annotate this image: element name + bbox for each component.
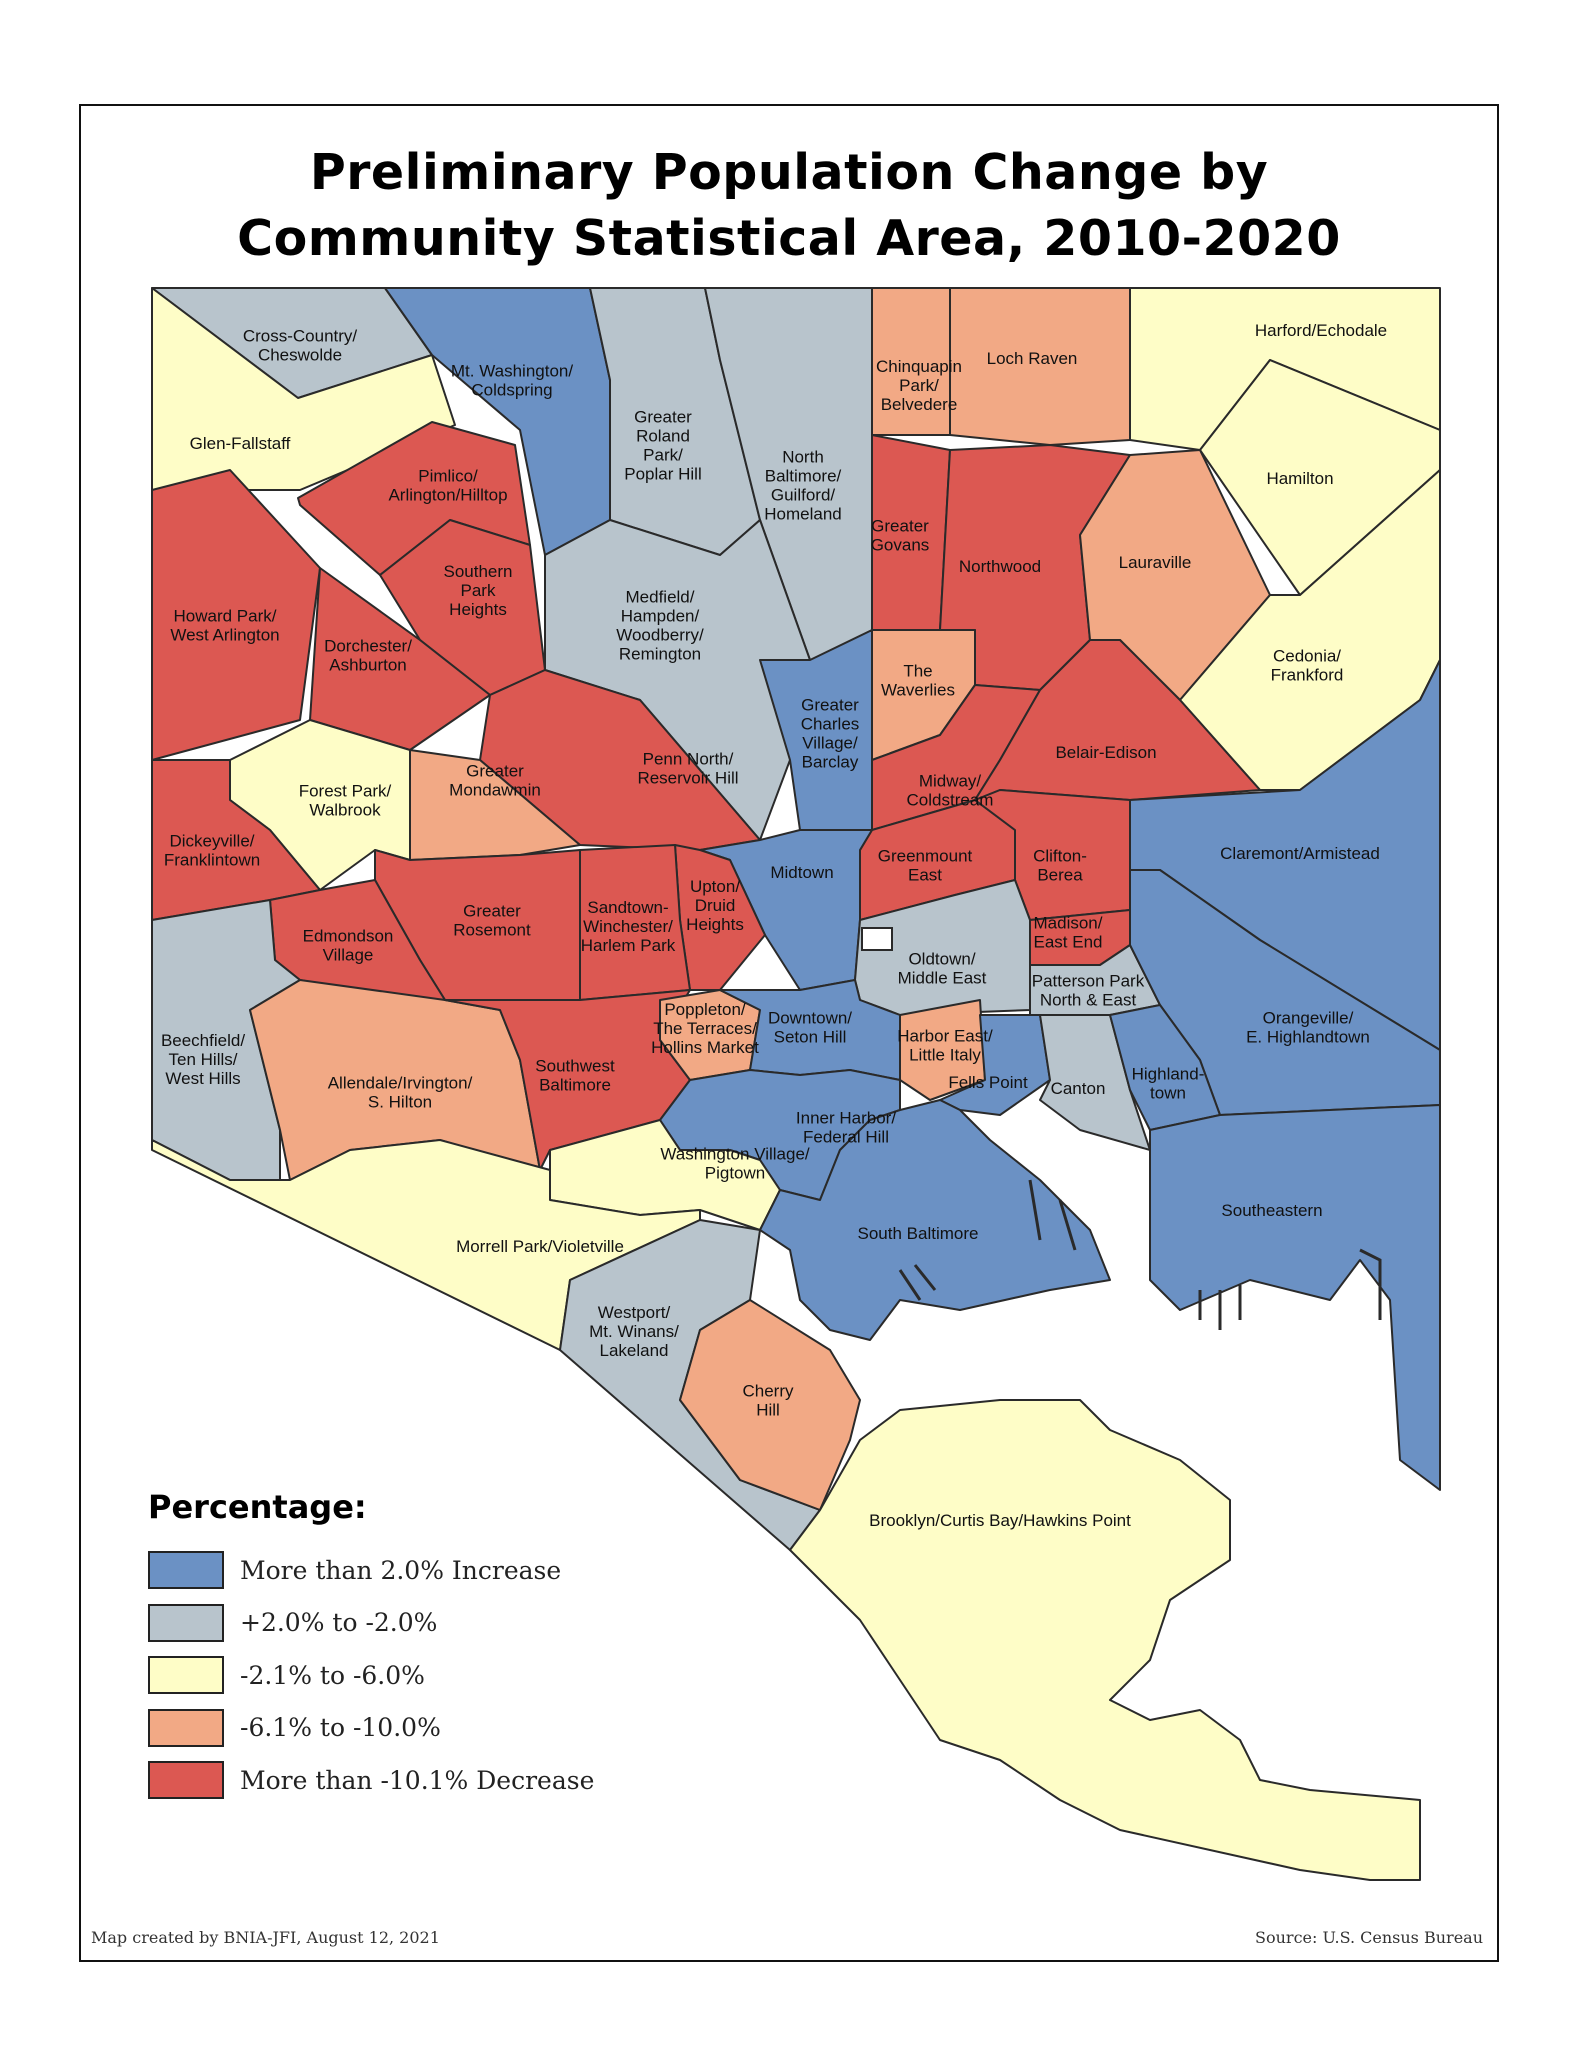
area-dorchester-ashburton[interactable] — [309, 567, 491, 751]
area-label: Cedonia/Frankford — [1271, 647, 1344, 685]
area-label: Medfield/Hampden/Woodberry/Remington — [616, 588, 704, 664]
area-label: Dickeyville/Franklintown — [164, 832, 260, 870]
area-label: Oldtown/Middle East — [898, 950, 987, 988]
legend-swatch — [148, 1603, 224, 1642]
area-loch-raven[interactable] — [949, 287, 1131, 446]
legend-item-moderate-decrease: -6.1% to -10.0% — [148, 1702, 594, 1755]
legend-swatch — [148, 1708, 224, 1747]
area-label: Downtown/Seton Hill — [768, 1009, 852, 1047]
area-label: Lauraville — [1119, 553, 1192, 572]
area-label: Dorchester/Ashburton — [324, 637, 412, 675]
area-label: Canton — [1051, 1079, 1106, 1098]
area-label: Sandtown-Winchester/Harlem Park — [581, 898, 676, 955]
legend-swatch — [148, 1656, 224, 1695]
area-label: Greater Charles Village/Barclay — [801, 696, 860, 772]
area-label: Madison/East End — [1034, 914, 1103, 952]
area-harbor-east[interactable] — [899, 999, 986, 1101]
legend-title: Percentage: — [148, 1488, 367, 1526]
area-southeastern[interactable] — [1149, 1104, 1441, 1491]
area-label: Brooklyn/Curtis Bay/Hawkins Point — [869, 1511, 1131, 1530]
area-label: Greenmount East — [878, 847, 973, 885]
area-belair-edison[interactable] — [974, 639, 1261, 801]
area-label: Fells Point — [948, 1073, 1028, 1092]
area-label: Washington Village/Pigtown — [660, 1145, 810, 1183]
area-south-baltimore[interactable] — [759, 1099, 1111, 1341]
area-label: Greater Roland Park/Poplar Hill — [624, 408, 701, 484]
map-credit: Map created by BNIA-JFI, August 12, 2021 — [91, 1928, 440, 1947]
area-label: Clifton-Berea — [1033, 847, 1087, 885]
area-label: Howard Park/West Arlington — [170, 607, 279, 645]
area-label: Harford/Echodale — [1255, 321, 1387, 340]
area-label: Mt. Washington/Coldspring — [451, 362, 573, 400]
area-label: Penn North/Reservoir Hill — [637, 750, 738, 788]
area-label: Glen-Fallstaff — [190, 434, 291, 453]
legend-swatch — [148, 1551, 224, 1590]
area-label: Poppleton/The Terraces/Hollins Market — [651, 1000, 759, 1057]
area-label: Morrell Park/Violetville — [456, 1237, 624, 1256]
map-title: Preliminary Population Change by Communi… — [79, 140, 1499, 272]
area-label: Greater Govans — [871, 517, 930, 555]
legend-item-slight-decrease: -2.1% to -6.0% — [148, 1649, 594, 1702]
area-label: Highland-town — [1132, 1065, 1205, 1103]
area-brooklyn-curtis-bay[interactable] — [789, 1399, 1421, 1881]
map-frame — [79, 104, 1499, 1962]
map-source: Source: U.S. Census Bureau — [1255, 1928, 1483, 1947]
area-label: Edmondson Village — [303, 927, 394, 965]
area-label: Greater Mondawmin — [449, 762, 541, 800]
area-howard-park[interactable] — [151, 469, 321, 761]
area-label: Patterson Park North & East — [1032, 972, 1145, 1010]
area-label: Allendale/Irvington/S. Hilton — [328, 1074, 473, 1112]
area-label: Westport/Mt. Winans/Lakeland — [589, 1303, 679, 1360]
area-label: South Baltimore — [858, 1224, 979, 1243]
area-label: Loch Raven — [987, 349, 1078, 368]
title-line-1: Preliminary Population Change by — [309, 144, 1269, 201]
area-label: Upton/Druid Heights — [686, 877, 744, 934]
legend: Percentage: More than 2.0% Increase +2.0… — [148, 1488, 594, 1807]
area-label: Hamilton — [1266, 469, 1333, 488]
legend-label: More than 2.0% Increase — [240, 1555, 562, 1585]
legend-item-increase: More than 2.0% Increase — [148, 1544, 594, 1597]
area-label: Forest Park/Walbrook — [299, 782, 392, 820]
area-label: Belair-Edison — [1055, 743, 1156, 762]
unassigned-block — [861, 927, 893, 951]
legend-label: +2.0% to -2.0% — [240, 1608, 438, 1638]
area-label: Cherry Hill — [742, 1382, 794, 1420]
area-label: Midway/Coldstream — [907, 772, 994, 810]
area-label: Chinquapin Park/Belvedere — [876, 357, 962, 414]
area-label: Inner Harbor/Federal Hill — [796, 1109, 896, 1147]
area-label: North Baltimore/Guilford/Homeland — [764, 448, 842, 524]
legend-item-stable: +2.0% to -2.0% — [148, 1597, 594, 1650]
area-label: Northwood — [959, 557, 1041, 576]
legend-label: -6.1% to -10.0% — [240, 1713, 441, 1743]
area-label: Beechfield/Ten Hills/West Hills — [161, 1031, 245, 1088]
area-label: Southern Park Heights — [444, 562, 513, 619]
area-label: Midtown — [770, 863, 833, 882]
legend-label: More than -10.1% Decrease — [240, 1765, 595, 1795]
legend-item-decrease: More than -10.1% Decrease — [148, 1754, 594, 1807]
area-label: Harbor East/Little Italy — [897, 1027, 993, 1065]
area-label: Pimlico/Arlington/Hilltop — [388, 467, 507, 505]
area-label: Southeastern — [1221, 1201, 1322, 1220]
area-label: Greater Rosemont — [453, 902, 531, 940]
area-label: Orangeville/E. Highlandtown — [1246, 1009, 1370, 1047]
area-label: The Waverlies — [881, 662, 955, 700]
legend-swatch — [148, 1761, 224, 1800]
area-cherry-hill[interactable] — [679, 1299, 861, 1511]
area-label: Cross-Country/Cheswolde — [243, 327, 358, 365]
title-line-2: Community Statistical Area, 2010-2020 — [237, 210, 1341, 267]
area-label: Southwest Baltimore — [535, 1057, 615, 1095]
area-label: Claremont/Armistead — [1220, 844, 1380, 863]
legend-label: -2.1% to -6.0% — [240, 1660, 425, 1690]
